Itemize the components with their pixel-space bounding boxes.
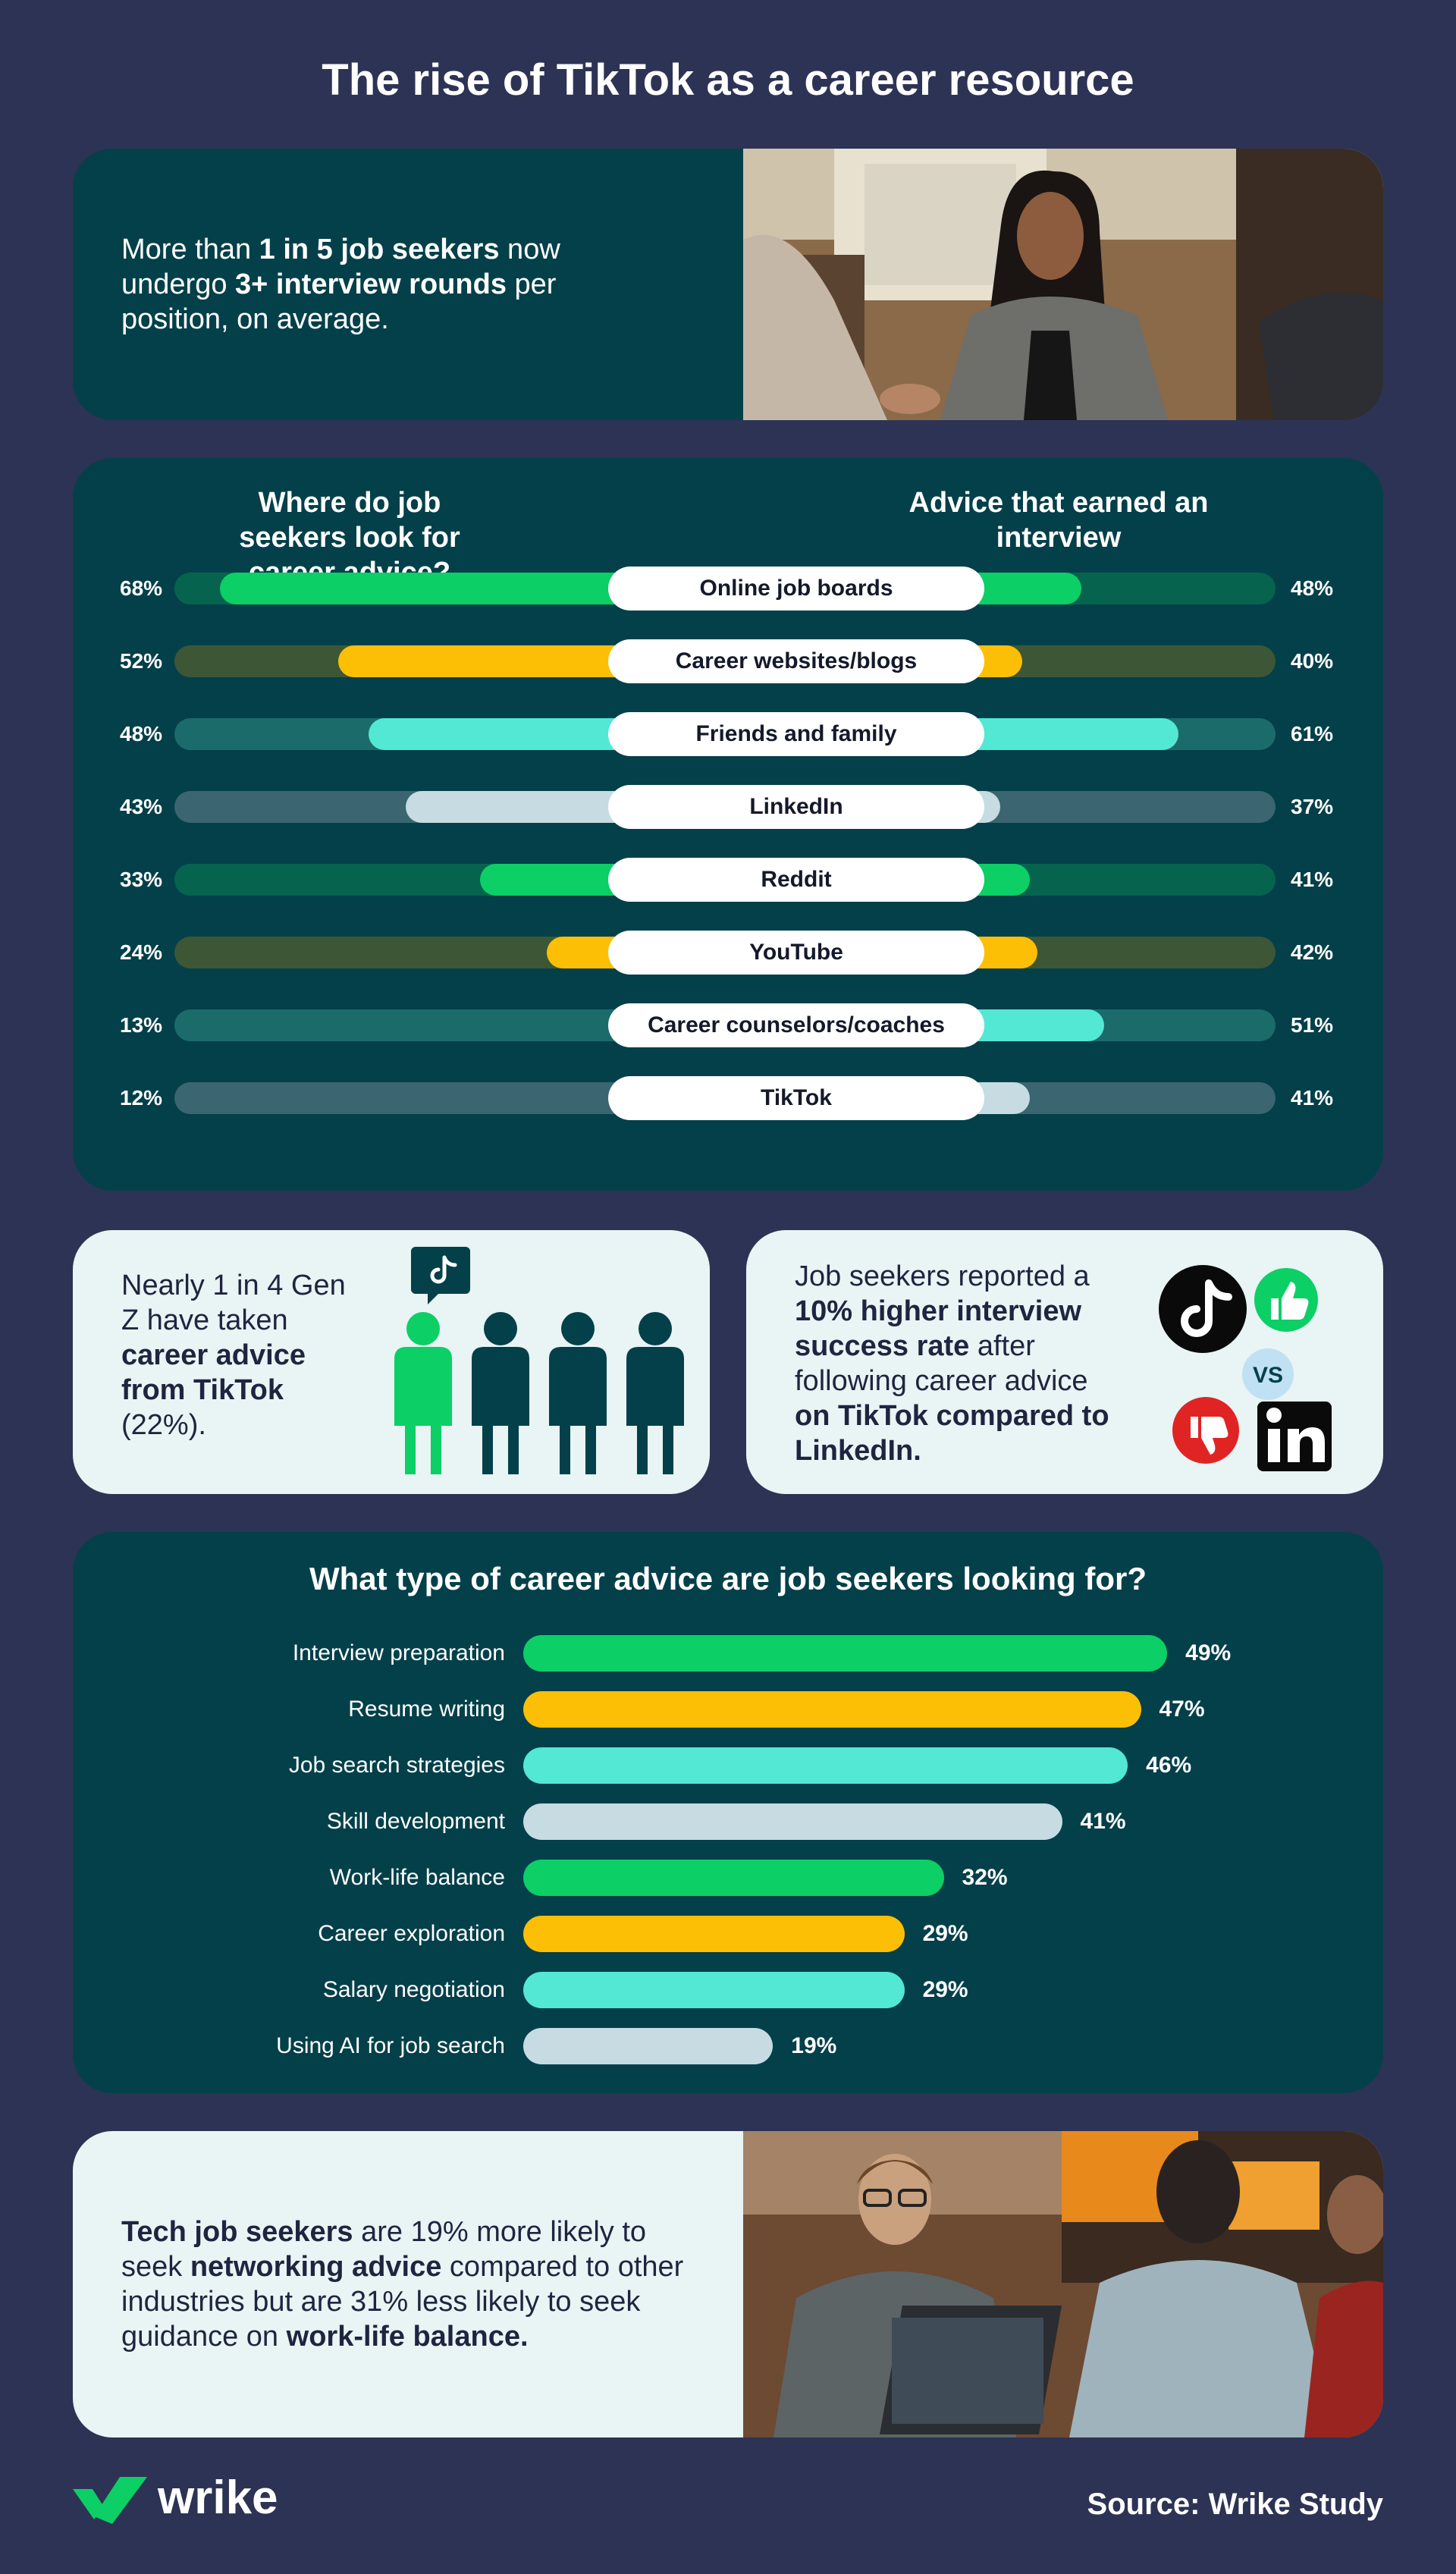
left-value-label: 48%: [120, 722, 163, 746]
left-value-label: 33%: [120, 868, 163, 891]
person-icon: [549, 1312, 607, 1474]
page-title: The rise of TikTok as a career resource: [322, 55, 1134, 105]
source-note: Source: Wrike Study: [1087, 2488, 1383, 2521]
advice-type-card: What type of career advice are job seeke…: [73, 1532, 1383, 2093]
value-label: 32%: [962, 1865, 1008, 1890]
vs-badge: VS: [1242, 1348, 1294, 1400]
left-value-label: 68%: [120, 576, 163, 600]
right-value-label: 37%: [1291, 795, 1334, 818]
thumbs-down-icon: [1172, 1397, 1239, 1464]
right-value-label: 42%: [1291, 940, 1334, 964]
tech-job-seekers-text: Tech job seekers are 19% more likely to …: [121, 2216, 684, 2353]
svg-text:wrike: wrike: [157, 2472, 278, 2524]
career-advice-sources-card: Where do job seekers look for career adv…: [73, 458, 1383, 1191]
bar: [523, 1691, 1141, 1728]
left-value-label: 24%: [120, 940, 163, 964]
category-label: Career websites/blogs: [608, 639, 984, 683]
left-value-label: 52%: [120, 649, 163, 673]
wrike-check-icon: [73, 2477, 147, 2524]
tiktok-logo-icon: [1159, 1265, 1247, 1353]
category-label: Interview preparation: [292, 1640, 505, 1665]
right-value-label: 48%: [1291, 576, 1334, 600]
left-value-label: 12%: [120, 1086, 163, 1110]
stat-card-interview-rounds: More than 1 in 5 job seekers now undergo…: [73, 149, 1383, 420]
category-label: Work-life balance: [329, 1865, 505, 1890]
category-label: Salary negotiation: [322, 1977, 505, 2002]
advice-type-title: What type of career advice are job seeke…: [309, 1561, 1147, 1596]
bar: [523, 1972, 905, 2008]
value-label: 41%: [1080, 1809, 1126, 1834]
value-label: 49%: [1185, 1640, 1232, 1665]
person-icon: [626, 1312, 684, 1474]
interview-handshake-photo: [743, 149, 1383, 420]
linkedin-logo-icon: [1257, 1402, 1332, 1471]
category-label: Resume writing: [348, 1697, 505, 1722]
value-label: 19%: [791, 2033, 837, 2058]
right-value-label: 41%: [1291, 868, 1334, 891]
tiktok-speech-bubble-icon: [411, 1247, 470, 1304]
category-label: Reddit: [608, 858, 984, 902]
left-value-label: 43%: [120, 795, 163, 818]
gen-z-text: Nearly 1 in 4 Gen Z have taken career ad…: [121, 1270, 346, 1441]
category-label: YouTube: [608, 931, 984, 975]
value-label: 29%: [922, 1977, 968, 2002]
category-label: Job search strategies: [288, 1753, 505, 1778]
right-value-label: 61%: [1291, 722, 1334, 746]
bar: [523, 1635, 1168, 1672]
category-label: Online job boards: [608, 567, 984, 611]
right-value-label: 51%: [1291, 1013, 1334, 1037]
coworkers-laptop-photo: [743, 2131, 1383, 2437]
category-label: Career counselors/coaches: [608, 1003, 984, 1047]
value-label: 47%: [1159, 1697, 1205, 1722]
category-label: TikTok: [608, 1076, 984, 1120]
wrike-logo: wrike: [73, 2472, 278, 2524]
bar: [523, 1916, 905, 1952]
tiktok-vs-linkedin-graphic: VS: [1159, 1265, 1332, 1471]
bar: [523, 2028, 774, 2064]
stat-card-tiktok-vs-linkedin: Job seekers reported a 10% higher interv…: [746, 1230, 1383, 1494]
stat-card-gen-z: Nearly 1 in 4 Gen Z have taken career ad…: [73, 1230, 710, 1494]
right-value-label: 41%: [1291, 1086, 1334, 1110]
category-label: LinkedIn: [608, 785, 984, 829]
category-label: Career exploration: [318, 1921, 505, 1946]
bar: [523, 1747, 1128, 1784]
left-value-label: 13%: [120, 1013, 163, 1037]
person-icon-highlighted: [394, 1312, 452, 1474]
person-icon: [472, 1312, 529, 1474]
people-icon-group: [394, 1247, 684, 1474]
tiktok-vs-linkedin-text: Job seekers reported a 10% higher interv…: [795, 1260, 1109, 1467]
bar: [523, 1803, 1062, 1840]
interview-rounds-text: More than 1 in 5 job seekers now undergo…: [121, 234, 560, 335]
value-label: 29%: [922, 1921, 968, 1946]
right-column-title: Advice that earned an interview: [908, 487, 1209, 554]
category-label: Skill development: [326, 1809, 505, 1834]
stat-card-tech-job-seekers: Tech job seekers are 19% more likely to …: [73, 2131, 1383, 2437]
category-label: Using AI for job search: [276, 2033, 505, 2058]
value-label: 46%: [1146, 1753, 1192, 1778]
thumbs-up-icon: [1254, 1268, 1318, 1332]
svg-text:VS: VS: [1253, 1363, 1283, 1388]
bar: [523, 1860, 944, 1896]
category-label: Friends and family: [608, 712, 984, 756]
right-value-label: 40%: [1291, 649, 1334, 673]
